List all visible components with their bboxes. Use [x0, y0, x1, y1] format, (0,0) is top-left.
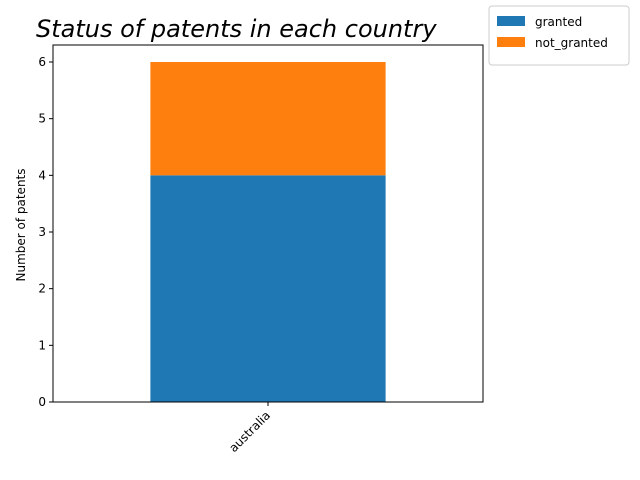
legend: granted not_granted	[489, 6, 629, 65]
bar-granted-australia	[150, 175, 385, 402]
chart-title: Status of patents in each country	[36, 15, 437, 43]
x-tick-label: australia	[226, 408, 273, 455]
x-axis: australia	[226, 402, 273, 455]
y-axis-label: Number of patents	[14, 168, 28, 281]
bar-not_granted-australia	[150, 62, 385, 175]
legend-swatch-not_granted	[497, 37, 525, 47]
y-tick-label: 4	[38, 168, 46, 182]
y-tick-label: 3	[38, 225, 46, 239]
y-axis: 0 1 2 3 4 5 6	[38, 55, 53, 409]
y-tick-label: 5	[38, 112, 46, 126]
y-tick-label: 2	[38, 282, 46, 296]
legend-swatch-granted	[497, 16, 525, 26]
bars-layer	[150, 62, 385, 402]
y-tick-label: 1	[38, 338, 46, 352]
y-tick-label: 0	[38, 395, 46, 409]
y-tick-label: 6	[38, 55, 46, 69]
legend-label-not_granted: not_granted	[535, 36, 608, 50]
legend-label-granted: granted	[535, 15, 582, 29]
